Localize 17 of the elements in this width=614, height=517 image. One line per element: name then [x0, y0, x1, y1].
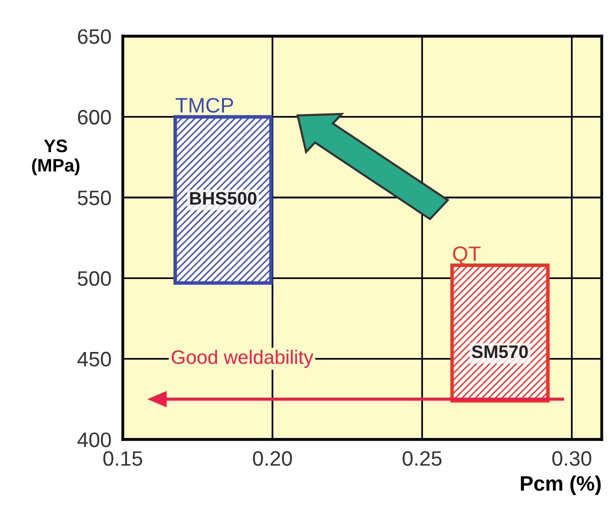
y-tick-label: 400 — [77, 432, 111, 448]
annotation: Good weldability — [172, 350, 314, 368]
y-tick-label: 650 — [78, 29, 111, 44]
y-tick-label: 450 — [77, 352, 111, 367]
x-tick-label: 0.25 — [402, 451, 442, 466]
y-axis-title: YS (MPa) — [32, 140, 80, 176]
x-axis-title: Pcm (%) — [520, 476, 601, 495]
y-tick-label: 500 — [78, 271, 111, 286]
series-label: QT — [453, 246, 481, 265]
y-tick-label: 550 — [78, 190, 111, 206]
x-tick-label: 0.15 — [103, 451, 142, 466]
annotation: BHS500 — [190, 192, 256, 205]
y-tick-label: 600 — [78, 110, 111, 125]
series-label: TMCP — [176, 98, 234, 113]
x-tick-label: 0.30 — [552, 451, 592, 466]
x-tick-label: 0.20 — [253, 451, 292, 466]
annotation: SM570 — [472, 345, 528, 358]
